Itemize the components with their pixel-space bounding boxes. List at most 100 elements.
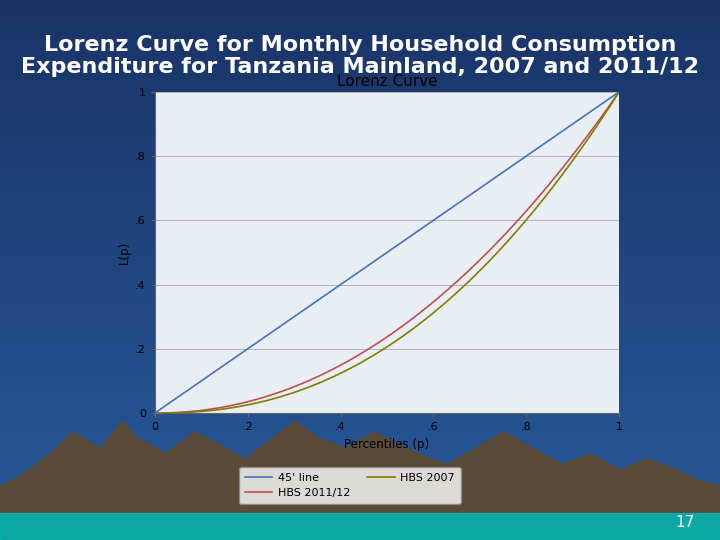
Bar — [0, 176, 720, 178]
Bar — [0, 135, 720, 138]
HBS 2011/12 — [374, 340, 382, 346]
Line: HBS 2007: HBS 2007 — [155, 92, 619, 413]
Bar — [0, 59, 720, 62]
Bar — [0, 221, 720, 224]
45' line — [371, 257, 379, 264]
Bar — [0, 43, 720, 46]
Bar — [0, 402, 720, 405]
HBS 2011/12 — [371, 341, 379, 348]
Bar — [0, 70, 720, 73]
HBS 2007 — [427, 312, 436, 318]
Bar — [0, 100, 720, 103]
Line: 45' line: 45' line — [155, 92, 619, 413]
Bar — [0, 51, 720, 54]
Bar — [0, 510, 720, 513]
Bar — [0, 278, 720, 281]
Bar — [0, 230, 720, 232]
Bar — [0, 308, 720, 310]
Bar — [0, 22, 720, 24]
Title: Lorenz Curve: Lorenz Curve — [337, 74, 437, 89]
Bar — [0, 427, 720, 429]
Bar — [0, 321, 720, 324]
Bar — [0, 383, 720, 386]
Bar — [0, 270, 720, 273]
Bar — [0, 65, 720, 68]
Bar — [0, 481, 720, 483]
Bar — [0, 138, 720, 140]
Bar — [0, 197, 720, 200]
Bar — [0, 208, 720, 211]
Bar — [0, 440, 720, 443]
Bar — [0, 73, 720, 76]
Legend: 45' line, HBS 2011/12, HBS 2007: 45' line, HBS 2011/12, HBS 2007 — [239, 467, 461, 504]
Bar — [0, 292, 720, 294]
Bar — [0, 381, 720, 383]
Bar — [0, 478, 720, 481]
Bar — [0, 535, 720, 537]
Bar — [0, 24, 720, 27]
Bar — [0, 148, 720, 151]
Bar — [0, 157, 720, 159]
Bar — [0, 378, 720, 381]
Bar — [0, 184, 720, 186]
Bar — [0, 202, 720, 205]
Bar — [0, 310, 720, 313]
Text: 17: 17 — [675, 515, 695, 530]
HBS 2011/12 — [427, 300, 436, 307]
HBS 2007 — [603, 106, 612, 112]
Bar — [0, 62, 720, 65]
Text: Expenditure for Tanzania Mainland, 2007 and 2011/12: Expenditure for Tanzania Mainland, 2007 … — [21, 57, 699, 77]
Bar — [0, 454, 720, 456]
Bar — [0, 524, 720, 526]
Bar — [0, 394, 720, 397]
HBS 2007 — [402, 330, 410, 337]
Bar — [0, 332, 720, 335]
Bar — [0, 340, 720, 343]
Bar — [0, 489, 720, 491]
Bar — [0, 11, 720, 14]
Bar — [0, 254, 720, 256]
Bar — [0, 324, 720, 327]
Bar — [0, 84, 720, 86]
HBS 2007 — [150, 410, 159, 416]
Bar — [0, 0, 720, 3]
Bar — [0, 356, 720, 359]
Bar — [0, 159, 720, 162]
Text: Lorenz Curve for Monthly Household Consumption: Lorenz Curve for Monthly Household Consu… — [44, 35, 676, 55]
HBS 2011/12 — [402, 320, 410, 327]
Bar — [0, 329, 720, 332]
HBS 2011/12 — [531, 197, 540, 204]
Bar — [0, 516, 720, 518]
Bar — [0, 186, 720, 189]
Bar — [0, 327, 720, 329]
Line: HBS 2011/12: HBS 2011/12 — [155, 92, 619, 413]
Bar — [0, 362, 720, 364]
Bar — [0, 211, 720, 213]
Bar — [0, 49, 720, 51]
Bar — [0, 259, 720, 262]
Bar — [0, 200, 720, 202]
Bar — [0, 111, 720, 113]
Bar — [0, 405, 720, 408]
Bar — [0, 446, 720, 448]
Bar — [0, 494, 720, 497]
Polygon shape — [0, 421, 720, 540]
Bar — [0, 154, 720, 157]
Bar — [0, 526, 720, 529]
Bar — [0, 413, 720, 416]
Bar — [0, 418, 720, 421]
Bar — [0, 78, 720, 81]
Bar — [0, 89, 720, 92]
Bar — [0, 467, 720, 470]
Bar — [0, 354, 720, 356]
Bar — [0, 346, 720, 348]
Bar — [0, 302, 720, 305]
HBS 2007 — [615, 89, 624, 95]
Bar — [0, 416, 720, 418]
Bar — [0, 27, 720, 30]
Bar — [0, 451, 720, 454]
Bar — [0, 475, 720, 478]
Bar — [0, 443, 720, 445]
Bar — [0, 256, 720, 259]
Bar — [0, 505, 720, 508]
